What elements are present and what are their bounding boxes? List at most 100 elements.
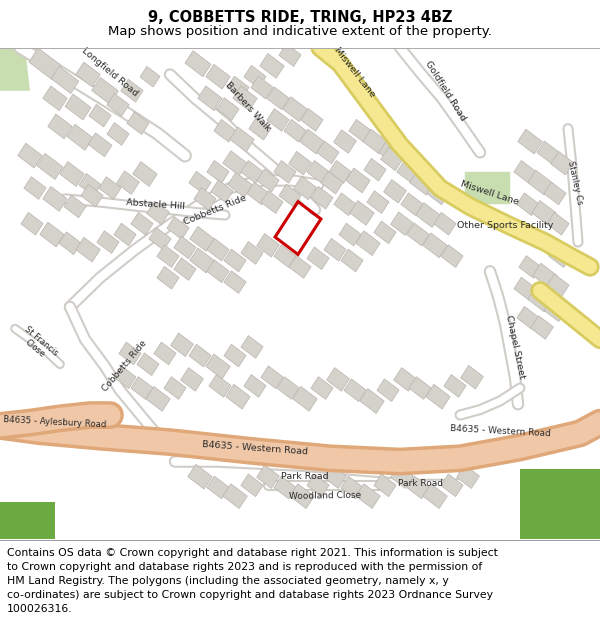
Polygon shape: [185, 51, 211, 77]
Polygon shape: [300, 129, 324, 154]
Polygon shape: [206, 354, 230, 379]
Polygon shape: [207, 238, 229, 261]
Text: Woodland Close: Woodland Close: [289, 491, 361, 501]
Polygon shape: [249, 118, 271, 140]
Polygon shape: [137, 353, 159, 376]
Polygon shape: [279, 44, 301, 66]
Text: Stanley Cs: Stanley Cs: [566, 160, 584, 206]
Polygon shape: [99, 177, 121, 199]
Text: Longfield Road: Longfield Road: [80, 46, 140, 98]
Polygon shape: [323, 465, 346, 489]
Text: B4635 - Western Road: B4635 - Western Road: [449, 424, 551, 438]
Polygon shape: [356, 484, 380, 509]
Polygon shape: [211, 180, 233, 203]
Polygon shape: [514, 161, 536, 183]
Polygon shape: [116, 171, 139, 194]
Polygon shape: [339, 223, 361, 246]
Polygon shape: [88, 133, 112, 157]
Polygon shape: [29, 48, 61, 79]
Text: St Francis
Close: St Francis Close: [16, 324, 60, 366]
Polygon shape: [391, 465, 413, 489]
Polygon shape: [207, 161, 229, 183]
Polygon shape: [131, 213, 153, 235]
Text: Chapel Street: Chapel Street: [504, 314, 526, 379]
Polygon shape: [356, 231, 380, 256]
Polygon shape: [174, 236, 196, 259]
Polygon shape: [528, 287, 552, 312]
Polygon shape: [307, 247, 329, 269]
Polygon shape: [233, 86, 257, 111]
Text: B4635 - Aylesbury Road: B4635 - Aylesbury Road: [3, 416, 107, 430]
Polygon shape: [174, 258, 196, 281]
Polygon shape: [224, 249, 246, 272]
Polygon shape: [374, 221, 396, 244]
Polygon shape: [379, 141, 401, 164]
Polygon shape: [146, 386, 170, 411]
Polygon shape: [189, 344, 211, 367]
Polygon shape: [274, 161, 296, 183]
Polygon shape: [214, 119, 236, 142]
Polygon shape: [461, 366, 484, 389]
Polygon shape: [247, 182, 269, 205]
Polygon shape: [377, 379, 399, 401]
Polygon shape: [289, 151, 311, 175]
Polygon shape: [194, 188, 216, 210]
Text: Park Road: Park Road: [281, 472, 329, 481]
Polygon shape: [532, 201, 556, 225]
Polygon shape: [181, 368, 203, 391]
Polygon shape: [157, 245, 179, 268]
Polygon shape: [326, 368, 349, 391]
Polygon shape: [407, 223, 429, 246]
Text: Other Sports Facility: Other Sports Facility: [457, 221, 553, 231]
Polygon shape: [133, 162, 157, 186]
Polygon shape: [346, 168, 370, 193]
Polygon shape: [43, 86, 67, 111]
Polygon shape: [127, 112, 149, 134]
Polygon shape: [341, 476, 363, 499]
Polygon shape: [290, 484, 314, 509]
Polygon shape: [140, 66, 160, 87]
Polygon shape: [244, 66, 266, 88]
Polygon shape: [349, 119, 371, 142]
Polygon shape: [274, 476, 296, 499]
Polygon shape: [97, 231, 119, 253]
Polygon shape: [209, 374, 231, 398]
Polygon shape: [293, 386, 317, 411]
Polygon shape: [207, 260, 229, 282]
Polygon shape: [188, 464, 212, 489]
Polygon shape: [317, 141, 339, 164]
Polygon shape: [114, 366, 136, 389]
Polygon shape: [401, 193, 423, 216]
Polygon shape: [283, 97, 307, 121]
Polygon shape: [547, 213, 569, 235]
Polygon shape: [544, 182, 566, 205]
Polygon shape: [207, 476, 229, 499]
Polygon shape: [549, 245, 571, 268]
Polygon shape: [24, 177, 46, 199]
Polygon shape: [530, 316, 553, 339]
Polygon shape: [92, 78, 118, 104]
Polygon shape: [261, 191, 283, 213]
Polygon shape: [198, 86, 222, 111]
Polygon shape: [164, 377, 186, 399]
Polygon shape: [528, 170, 552, 195]
Polygon shape: [341, 249, 363, 272]
Polygon shape: [407, 476, 429, 499]
Polygon shape: [230, 127, 254, 152]
Polygon shape: [394, 368, 416, 391]
Polygon shape: [423, 233, 447, 258]
Polygon shape: [416, 202, 440, 228]
Polygon shape: [79, 174, 101, 196]
Text: Cobbetts Ride: Cobbetts Ride: [101, 339, 149, 394]
Polygon shape: [334, 130, 356, 153]
Polygon shape: [170, 333, 193, 357]
Polygon shape: [367, 191, 389, 213]
Polygon shape: [434, 213, 456, 235]
Text: Goldfield Road: Goldfield Road: [423, 59, 467, 122]
Polygon shape: [307, 161, 329, 183]
Polygon shape: [227, 76, 249, 99]
Polygon shape: [89, 104, 111, 127]
Polygon shape: [76, 238, 100, 262]
Polygon shape: [350, 201, 374, 225]
Polygon shape: [329, 161, 351, 183]
